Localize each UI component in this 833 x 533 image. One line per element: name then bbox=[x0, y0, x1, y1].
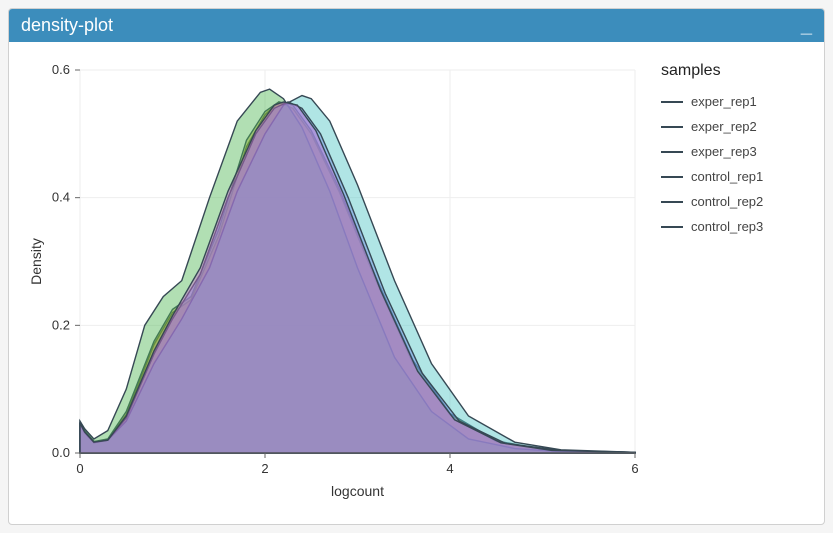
legend-label: control_rep3 bbox=[691, 219, 763, 234]
legend-label: exper_rep2 bbox=[691, 119, 757, 134]
panel-header: density-plot _ bbox=[9, 9, 824, 42]
legend-item-control_rep3[interactable]: control_rep3 bbox=[661, 219, 763, 234]
density-plot-panel: density-plot _ 0 2 4 6 0.0 0.2 0.4 0.6 logcount D… bbox=[8, 8, 825, 525]
density-series-control_rep3 bbox=[80, 102, 635, 453]
legend-swatch bbox=[661, 151, 683, 153]
y-tick-label: 0.0 bbox=[52, 445, 70, 460]
plot-area: 0 2 4 6 0.0 0.2 0.4 0.6 logcount Density bbox=[25, 58, 645, 508]
legend-swatch bbox=[661, 126, 683, 128]
legend-label: control_rep1 bbox=[691, 169, 763, 184]
legend-swatch bbox=[661, 226, 683, 228]
x-tick-label: 6 bbox=[631, 461, 638, 476]
legend-item-control_rep1[interactable]: control_rep1 bbox=[661, 169, 763, 184]
density-chart-svg: 0 2 4 6 0.0 0.2 0.4 0.6 logcount Density bbox=[25, 58, 645, 508]
x-axis-label: logcount bbox=[331, 483, 384, 499]
legend-item-exper_rep3[interactable]: exper_rep3 bbox=[661, 144, 763, 159]
minimize-icon[interactable]: _ bbox=[801, 21, 812, 31]
legend-label: control_rep2 bbox=[691, 194, 763, 209]
x-tick-label: 0 bbox=[76, 461, 83, 476]
legend-swatch bbox=[661, 176, 683, 178]
legend-item-exper_rep2[interactable]: exper_rep2 bbox=[661, 119, 763, 134]
legend-item-control_rep2[interactable]: control_rep2 bbox=[661, 194, 763, 209]
legend-title: samples bbox=[661, 62, 763, 80]
legend-item-exper_rep1[interactable]: exper_rep1 bbox=[661, 94, 763, 109]
y-tick-label: 0.2 bbox=[52, 317, 70, 332]
legend-label: exper_rep1 bbox=[691, 94, 757, 109]
legend-items: exper_rep1 exper_rep2 exper_rep3 control_re… bbox=[661, 94, 763, 234]
legend: samples exper_rep1 exper_rep2 exper_rep3co… bbox=[645, 58, 763, 508]
y-tick-label: 0.4 bbox=[52, 190, 70, 205]
panel-body: 0 2 4 6 0.0 0.2 0.4 0.6 logcount Density samples … bbox=[9, 42, 824, 524]
y-axis-label: Density bbox=[28, 238, 44, 285]
panel-title: density-plot bbox=[21, 15, 113, 36]
legend-swatch bbox=[661, 201, 683, 203]
x-tick-label: 4 bbox=[446, 461, 453, 476]
legend-swatch bbox=[661, 101, 683, 103]
x-tick-label: 2 bbox=[261, 461, 268, 476]
y-tick-label: 0.6 bbox=[52, 62, 70, 77]
legend-label: exper_rep3 bbox=[691, 144, 757, 159]
